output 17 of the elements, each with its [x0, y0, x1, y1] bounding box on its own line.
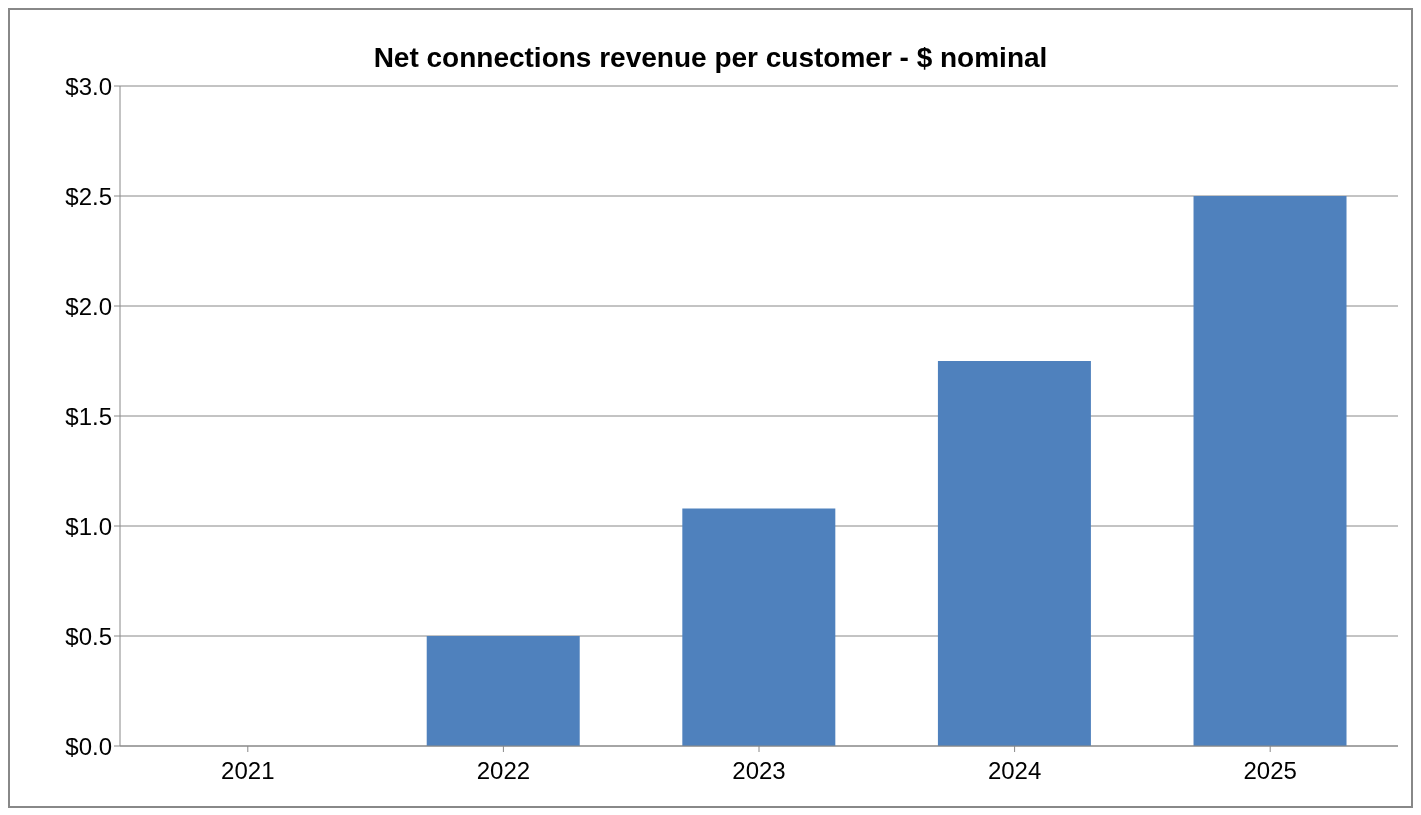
bar: [937, 361, 1091, 746]
y-tick-label: $0.5: [65, 622, 112, 650]
bar: [682, 508, 836, 746]
y-tick-label: $2.0: [65, 292, 112, 320]
x-tick-label: 2023: [732, 757, 786, 785]
y-tick-label: $2.5: [65, 182, 112, 210]
y-tick-label: $1.5: [65, 402, 112, 430]
bar: [426, 636, 580, 746]
y-tick-label: $3.0: [65, 72, 112, 100]
bar: [1193, 196, 1347, 746]
x-tick-label: 2022: [476, 757, 531, 785]
y-tick-label: $1.0: [65, 512, 112, 540]
y-tick-label: $0.0: [65, 732, 112, 760]
chart-title: Net connections revenue per customer - $ nominal: [373, 42, 1048, 73]
x-tick-label: 2021: [221, 757, 275, 785]
x-tick-label: 2024: [987, 757, 1042, 785]
x-tick-label: 2025: [1243, 757, 1297, 785]
